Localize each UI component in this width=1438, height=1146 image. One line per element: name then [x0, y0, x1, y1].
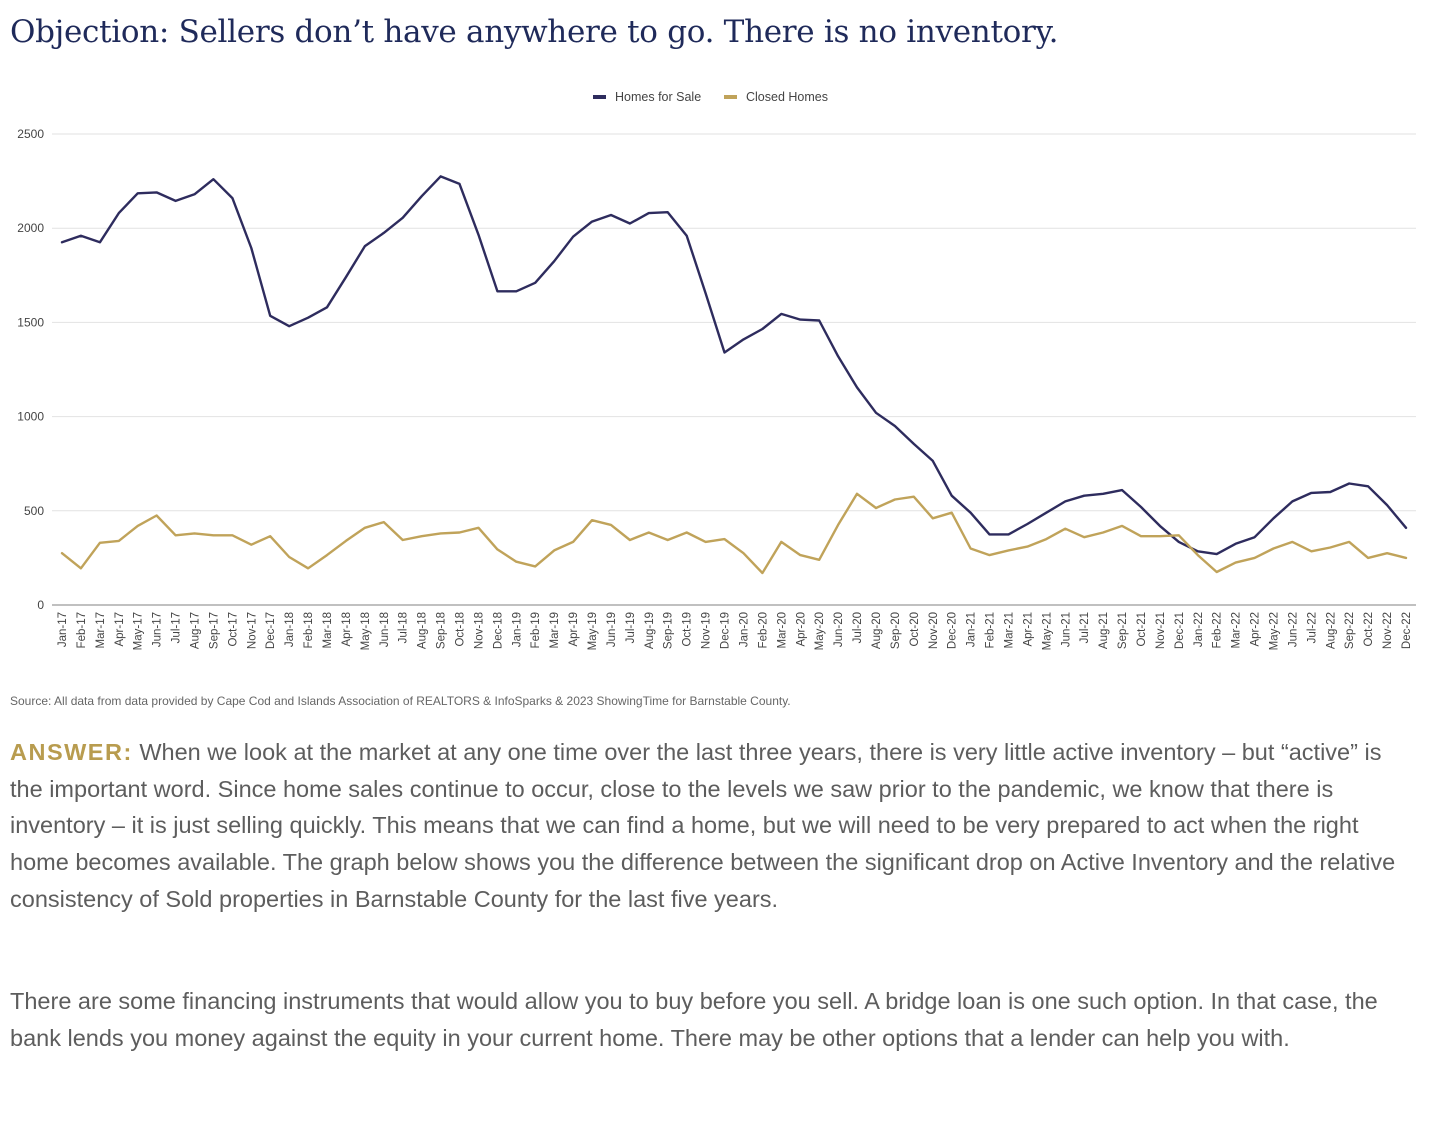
x-tick-label: Feb-22 — [1212, 612, 1224, 648]
x-tick-label: May-18 — [360, 612, 372, 650]
x-tick-label: Jul-21 — [1079, 612, 1091, 643]
financing-paragraph: There are some financing instruments tha… — [10, 983, 1420, 1056]
line-chart: Homes for Sale Closed Homes 0 500 1000 1500 2… — [0, 80, 1438, 690]
x-tick-label: Aug-19 — [644, 612, 656, 649]
x-tick-label: Feb-21 — [985, 612, 997, 648]
series-line-homes-for-sale — [62, 176, 1406, 554]
x-tick-label: Apr-17 — [114, 612, 126, 647]
y-axis-ticks: 0 500 1000 1500 2000 2500 — [17, 127, 44, 612]
x-tick-label: Sep-19 — [663, 612, 675, 649]
x-tick-label: Feb-18 — [303, 612, 315, 648]
x-tick-label: Feb-17 — [76, 612, 88, 648]
x-tick-label: Jul-18 — [398, 612, 410, 643]
x-tick-label: Nov-20 — [928, 612, 940, 649]
x-tick-label: Jun-21 — [1060, 612, 1072, 647]
y-tick-label: 1000 — [17, 410, 44, 424]
x-tick-label: Aug-22 — [1325, 612, 1337, 649]
x-tick-label: May-21 — [1041, 612, 1053, 650]
x-tick-label: Jun-17 — [152, 612, 164, 647]
x-tick-label: Jan-17 — [57, 612, 69, 647]
answer-label: ANSWER: — [10, 739, 133, 765]
x-tick-label: May-19 — [587, 612, 599, 650]
x-tick-label: Dec-17 — [265, 612, 277, 649]
x-tick-label: Dec-18 — [492, 612, 504, 649]
x-tick-label: Apr-22 — [1250, 612, 1262, 647]
x-tick-label: Oct-17 — [227, 612, 239, 647]
y-tick-label: 1500 — [17, 315, 44, 329]
y-tick-label: 0 — [37, 598, 44, 612]
x-tick-label: Jul-17 — [171, 612, 183, 643]
legend-label: Closed Homes — [746, 90, 828, 104]
x-tick-label: Jun-20 — [833, 612, 845, 647]
x-tick-label: Mar-18 — [322, 612, 334, 648]
x-tick-label: Jul-19 — [625, 612, 637, 643]
x-tick-label: Sep-17 — [208, 612, 220, 649]
x-tick-label: Oct-20 — [909, 612, 921, 647]
x-tick-label: Dec-21 — [1174, 612, 1186, 649]
x-tick-label: May-17 — [133, 612, 145, 650]
legend-label: Homes for Sale — [615, 90, 701, 104]
x-tick-label: Apr-18 — [341, 612, 353, 647]
x-tick-label: Oct-21 — [1136, 612, 1148, 647]
x-axis-ticks: Jan-17 Feb-17 Mar-17 Apr-17 May-17 Jun-17 Jul-… — [57, 612, 1413, 650]
page-title: Objection: Sellers don’t have anywhere t… — [10, 14, 1420, 50]
x-tick-label: Oct-18 — [455, 612, 467, 647]
x-tick-label: Jan-18 — [284, 612, 296, 647]
legend-swatch — [724, 95, 737, 99]
x-tick-label: Apr-21 — [1022, 612, 1034, 647]
x-tick-label: Jan-19 — [511, 612, 523, 647]
answer-paragraph: ANSWER: When we look at the market at an… — [10, 734, 1420, 918]
x-tick-label: Dec-20 — [947, 612, 959, 649]
x-tick-label: Sep-22 — [1344, 612, 1356, 649]
chart-legend: Homes for Sale Closed Homes — [593, 90, 828, 104]
y-tick-label: 2500 — [17, 127, 44, 141]
legend-swatch — [593, 95, 606, 99]
x-tick-label: Mar-22 — [1231, 612, 1243, 648]
x-tick-label: Nov-22 — [1382, 612, 1394, 649]
x-tick-label: Jan-20 — [738, 612, 750, 647]
chart-grid — [52, 134, 1416, 605]
y-tick-label: 2000 — [17, 221, 44, 235]
x-tick-label: May-20 — [814, 612, 826, 650]
x-tick-label: Oct-19 — [682, 612, 694, 647]
x-tick-label: Aug-20 — [871, 612, 883, 649]
x-tick-label: Feb-19 — [530, 612, 542, 648]
x-tick-label: Nov-19 — [701, 612, 713, 649]
x-tick-label: Sep-18 — [436, 612, 448, 649]
x-tick-label: May-22 — [1268, 612, 1280, 650]
x-tick-label: Mar-17 — [95, 612, 107, 648]
x-tick-label: Aug-18 — [417, 612, 429, 649]
x-tick-label: Aug-21 — [1098, 612, 1110, 649]
y-tick-label: 500 — [24, 504, 44, 518]
x-tick-label: Apr-20 — [795, 612, 807, 647]
x-tick-label: Jul-20 — [852, 612, 864, 643]
x-tick-label: Jul-22 — [1306, 612, 1318, 643]
x-tick-label: Mar-21 — [1003, 612, 1015, 648]
x-tick-label: Mar-20 — [776, 612, 788, 648]
x-tick-label: Mar-19 — [549, 612, 561, 648]
source-note: Source: All data from data provided by C… — [10, 694, 791, 708]
x-tick-label: Apr-19 — [568, 612, 580, 647]
x-tick-label: Sep-21 — [1117, 612, 1129, 649]
x-tick-label: Aug-17 — [190, 612, 202, 649]
x-tick-label: Dec-22 — [1401, 612, 1413, 649]
x-tick-label: Jun-18 — [379, 612, 391, 647]
x-tick-label: Dec-19 — [720, 612, 732, 649]
chart-series — [62, 176, 1406, 573]
x-tick-label: Nov-18 — [473, 612, 485, 649]
x-tick-label: Oct-22 — [1363, 612, 1375, 647]
x-tick-label: Jan-21 — [966, 612, 978, 647]
x-tick-label: Sep-20 — [890, 612, 902, 649]
x-tick-label: Nov-21 — [1155, 612, 1167, 649]
x-tick-label: Jun-19 — [606, 612, 618, 647]
x-tick-label: Jun-22 — [1287, 612, 1299, 647]
series-line-closed-homes — [62, 494, 1406, 573]
x-tick-label: Jan-22 — [1193, 612, 1205, 647]
answer-text: When we look at the market at any one ti… — [10, 739, 1395, 912]
x-tick-label: Nov-17 — [246, 612, 258, 649]
x-tick-label: Feb-20 — [757, 612, 769, 648]
